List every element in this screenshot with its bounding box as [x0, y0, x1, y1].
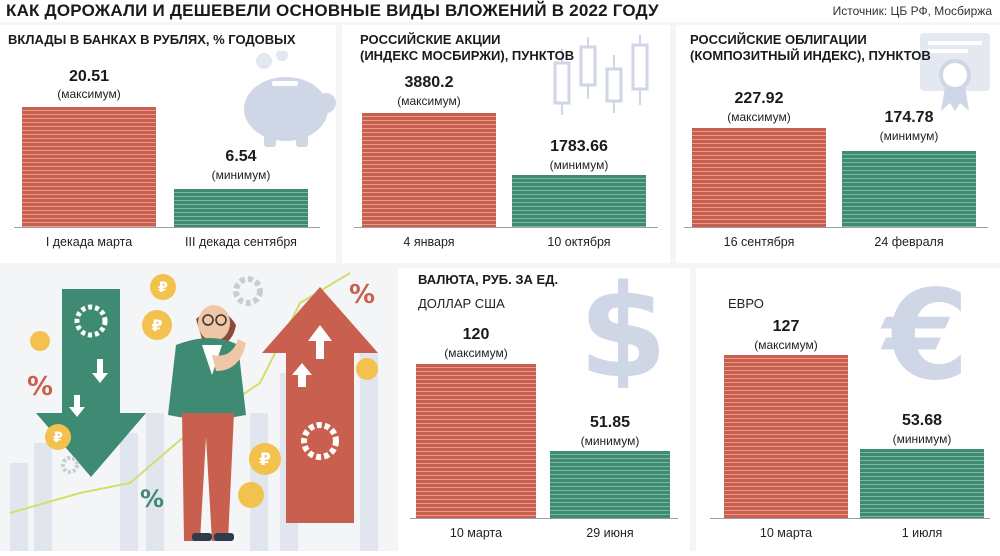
rub-symbol: ₽	[259, 450, 271, 470]
chart-title-line-1: РОССИЙСКИЕ ОБЛИГАЦИИ	[690, 32, 867, 47]
category-label: 10 марта	[449, 526, 503, 540]
panel-bonds: РОССИЙСКИЕ ОБЛИГАЦИИ (КОМПОЗИТНЫЙ ИНДЕКС…	[676, 25, 1000, 263]
candlestick-icon	[552, 29, 662, 119]
piggy-bank-icon	[236, 49, 336, 151]
bar-max	[416, 364, 536, 518]
euro-symbol: €	[880, 274, 969, 394]
chart-title-line-2: (ИНДЕКС МОСБИРЖИ), ПУНКТОВ	[360, 48, 575, 63]
category-label: 4 января	[403, 235, 455, 249]
value-note: (максимум)	[57, 87, 121, 101]
value-label: 51.85	[589, 414, 631, 431]
value-label: 1783.66	[550, 138, 608, 155]
chart-title-line-2: (КОМПОЗИТНЫЙ ИНДЕКС), ПУНКТОВ	[690, 48, 931, 63]
category-label: 24 февраля	[874, 235, 944, 249]
value-note: (минимум)	[549, 158, 609, 172]
category-label: 10 октября	[547, 235, 611, 249]
source-note: Источник: ЦБ РФ, Мосбиржа	[832, 4, 992, 18]
value-note: (минимум)	[879, 129, 939, 143]
rub-symbol: ₽	[158, 280, 168, 296]
value-note: (максимум)	[727, 110, 791, 124]
percent-symbol: %	[140, 485, 164, 513]
bar-max	[22, 107, 156, 227]
value-note: (минимум)	[580, 434, 640, 448]
panel-stocks: РОССИЙСКИЕ АКЦИИ (ИНДЕКС МОСБИРЖИ), ПУНК…	[342, 25, 670, 263]
bar-min	[512, 175, 646, 227]
arrow-up-icon	[262, 287, 378, 523]
category-label: I декада марта	[45, 235, 133, 249]
chart-subtitle: ЕВРО	[728, 296, 764, 311]
chart-subtitle: ДОЛЛАР США	[418, 296, 505, 311]
baseline	[684, 227, 988, 228]
rub-symbol: ₽	[53, 430, 63, 446]
value-note: (минимум)	[892, 432, 952, 446]
bar-max	[362, 113, 496, 227]
header: КАК ДОРОЖАЛИ И ДЕШЕВЕЛИ ОСНОВНЫЕ ВИДЫ ВЛ…	[0, 0, 1000, 22]
chart-title: ВКЛАДЫ В БАНКАХ В РУБЛЯХ, % ГОДОВЫХ	[8, 32, 296, 47]
value-note: (максимум)	[444, 346, 508, 360]
category-label: 29 июня	[586, 526, 634, 540]
baseline	[710, 518, 990, 519]
baseline	[354, 227, 658, 228]
euro-icon: €	[866, 264, 986, 408]
chart-title-line-1: РОССИЙСКИЕ АКЦИИ	[360, 32, 501, 47]
bar-min	[860, 449, 984, 518]
chart-title: ВАЛЮТА, РУБ. ЗА ЕД.	[418, 272, 559, 287]
percent-symbol: %	[349, 280, 375, 310]
rub-symbol: ₽	[151, 316, 162, 335]
dollar-symbol: $	[578, 268, 667, 388]
value-label: 127	[772, 318, 800, 335]
value-label: 6.54	[225, 148, 257, 165]
bar-min	[842, 151, 976, 227]
panel-usd: $ ВАЛЮТА, РУБ. ЗА ЕД. ДОЛЛАР США 120 (ма…	[398, 258, 690, 551]
value-label: 120	[462, 326, 490, 343]
baseline	[14, 227, 320, 228]
bar-max	[692, 128, 826, 227]
gear-icon	[61, 276, 263, 474]
certificate-icon	[914, 29, 996, 113]
category-label: III декада сентября	[185, 235, 297, 249]
category-label: 10 марта	[759, 526, 813, 540]
value-note: (максимум)	[397, 94, 461, 108]
panel-eur: € ЕВРО 127 (максимум) 53.68 (минимум) 10…	[696, 264, 1000, 551]
panel-deposits: ВКЛАДЫ В БАНКАХ В РУБЛЯХ, % ГОДОВЫХ 20.5…	[0, 25, 336, 263]
baseline	[410, 518, 678, 519]
value-label: 174.78	[884, 109, 934, 126]
category-label: 1 июля	[901, 526, 943, 540]
dollar-icon: $	[568, 258, 678, 407]
investor-illustration: ₽ ₽ ₽ ₽ % % %	[0, 263, 396, 551]
person-icon	[168, 305, 246, 541]
value-label: 20.51	[68, 68, 110, 85]
value-label: 3880.2	[404, 74, 454, 91]
category-label: 16 сентября	[723, 235, 795, 249]
page-title: КАК ДОРОЖАЛИ И ДЕШЕВЕЛИ ОСНОВНЫЕ ВИДЫ ВЛ…	[6, 1, 659, 20]
value-note: (минимум)	[211, 168, 271, 182]
percent-symbol: %	[27, 372, 53, 402]
bar-max	[724, 355, 848, 518]
ruble-coin-icon: ₽ ₽ ₽ ₽	[30, 274, 378, 508]
bar-min	[174, 189, 308, 227]
value-label: 53.68	[901, 412, 943, 429]
bar-min	[550, 451, 670, 518]
value-label: 227.92	[734, 90, 784, 107]
value-note: (максимум)	[754, 338, 818, 352]
